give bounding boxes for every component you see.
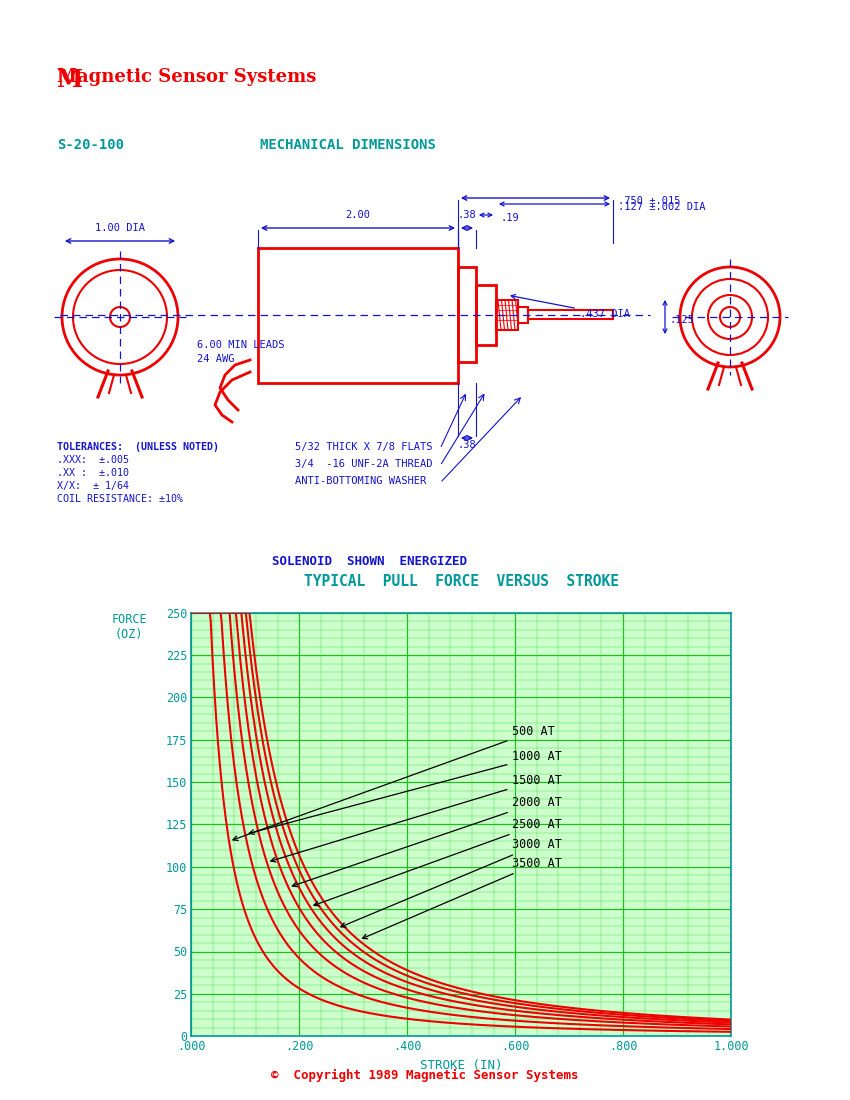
Text: 1000 AT: 1000 AT	[249, 750, 563, 835]
Text: 3000 AT: 3000 AT	[341, 838, 563, 927]
Text: .38: .38	[457, 440, 476, 450]
Text: 24 AWG: 24 AWG	[197, 354, 235, 364]
Bar	[528, 310, 613, 319]
Text: .38: .38	[457, 210, 476, 220]
Text: 2.00: 2.00	[345, 210, 371, 220]
Text: 2500 AT: 2500 AT	[314, 817, 563, 906]
Bar	[458, 267, 476, 362]
Text: 500 AT: 500 AT	[233, 725, 555, 840]
Text: ANTI-BOTTOMING WASHER: ANTI-BOTTOMING WASHER	[295, 476, 426, 486]
Text: .125: .125	[670, 315, 695, 324]
Text: 1.00 DIA: 1.00 DIA	[95, 223, 145, 233]
Text: 2000 AT: 2000 AT	[292, 795, 563, 887]
X-axis label: STROKE (IN): STROKE (IN)	[420, 1059, 502, 1071]
Text: 3500 AT: 3500 AT	[362, 857, 563, 938]
Text: TOLERANCES:  (UNLESS NOTED): TOLERANCES: (UNLESS NOTED)	[57, 442, 219, 452]
Text: ©  Copyright 1989 Magnetic Sensor Systems: © Copyright 1989 Magnetic Sensor Systems	[271, 1069, 579, 1082]
Bar	[518, 307, 528, 323]
Text: .750 ±.015: .750 ±.015	[618, 196, 681, 206]
Text: SOLENOID  SHOWN  ENERGIZED: SOLENOID SHOWN ENERGIZED	[273, 556, 468, 568]
Text: MECHANICAL DIMENSIONS: MECHANICAL DIMENSIONS	[260, 138, 436, 152]
Text: TYPICAL  PULL  FORCE  VERSUS  STROKE: TYPICAL PULL FORCE VERSUS STROKE	[303, 573, 619, 588]
Bar	[476, 285, 496, 345]
Text: 6.00 MIN LEADS: 6.00 MIN LEADS	[197, 340, 285, 350]
Text: COIL RESISTANCE: ±10%: COIL RESISTANCE: ±10%	[57, 494, 183, 504]
Text: .437 DIA: .437 DIA	[511, 295, 630, 319]
Text: X/X:  ± 1/64: X/X: ± 1/64	[57, 481, 129, 491]
Text: .XX :  ±.010: .XX : ±.010	[57, 468, 129, 478]
Bar	[258, 248, 458, 383]
Bar	[496, 300, 518, 330]
Text: S-20-100: S-20-100	[57, 138, 124, 152]
Text: M: M	[57, 68, 83, 92]
Text: .127 ±.002 DIA: .127 ±.002 DIA	[618, 202, 705, 212]
Text: 1500 AT: 1500 AT	[271, 773, 563, 862]
Text: Magnetic Sensor Systems: Magnetic Sensor Systems	[57, 68, 316, 86]
Text: 3/4  -16 UNF-2A THREAD: 3/4 -16 UNF-2A THREAD	[295, 459, 433, 469]
Y-axis label: FORCE
(OZ): FORCE (OZ)	[111, 613, 147, 640]
Text: .19: .19	[501, 213, 519, 223]
Text: .XXX:  ±.005: .XXX: ±.005	[57, 455, 129, 465]
Text: 5/32 THICK X 7/8 FLATS: 5/32 THICK X 7/8 FLATS	[295, 442, 433, 452]
